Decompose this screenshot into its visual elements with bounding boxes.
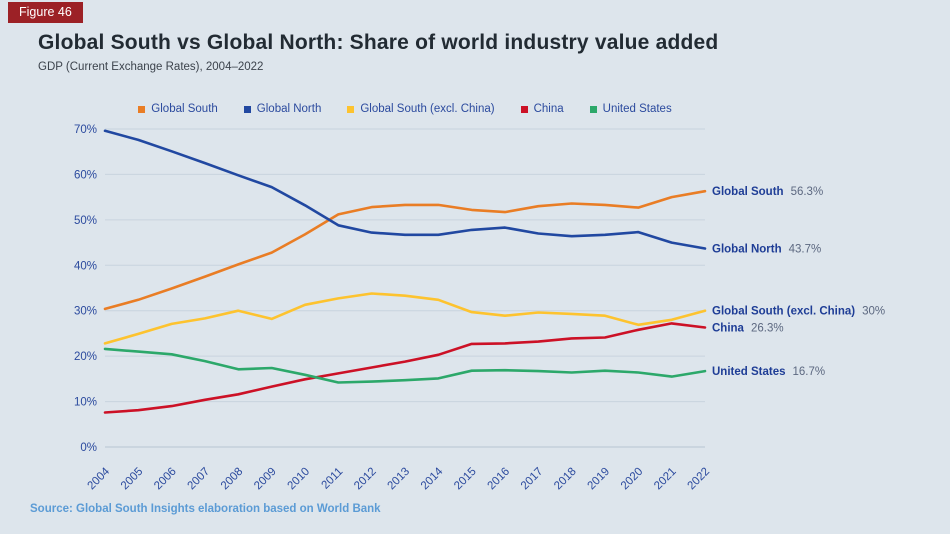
y-axis-tick-label: 60%	[74, 169, 97, 181]
chart-legend: Global South Global North Global South (…	[105, 103, 705, 115]
x-axis-tick-label: 2005	[119, 466, 146, 493]
x-axis-tick-label: 2017	[519, 466, 546, 493]
series-line-global-north	[103, 129, 707, 250]
x-axis-tick-label: 2013	[386, 466, 413, 493]
china-swatch-icon	[520, 105, 528, 113]
x-axis-tick-label: 2021	[652, 466, 679, 493]
series-end-label: China 26.3%	[712, 323, 784, 335]
page-title: Global South vs Global North: Share of w…	[38, 31, 719, 54]
x-axis-tick-label: 2004	[86, 465, 113, 492]
series-end-label: United States 16.7%	[712, 366, 825, 378]
legend-item-united-states: United States	[589, 103, 672, 115]
global-south-swatch-icon	[138, 105, 146, 113]
y-axis-tick-label: 30%	[74, 306, 97, 318]
x-axis-tick-label: 2020	[619, 466, 646, 493]
legend-label: Global North	[256, 103, 322, 115]
x-axis-tick-label: 2015	[452, 466, 479, 493]
y-axis-tick-label: 70%	[74, 124, 97, 136]
series-end-label: Global North 43.7%	[712, 243, 821, 255]
y-axis-tick-label: 10%	[74, 397, 97, 409]
series-line-global-south-excl-china-	[103, 292, 707, 345]
x-axis-tick-label: 2019	[586, 466, 613, 493]
figure-number-badge: Figure 46	[8, 2, 83, 23]
x-axis-tick-label: 2016	[486, 466, 513, 493]
x-axis-tick-label: 2022	[686, 466, 713, 493]
legend-label: United States	[602, 103, 672, 115]
legend-item-global-north: Global North	[243, 103, 322, 115]
series-end-label: Global South (excl. China) 30%	[712, 306, 885, 318]
y-axis-tick-label: 0%	[80, 442, 97, 454]
x-axis-tick-label: 2014	[419, 465, 446, 492]
y-axis-tick-label: 50%	[74, 215, 97, 227]
x-axis-tick-label: 2018	[552, 466, 579, 493]
page-subtitle: GDP (Current Exchange Rates), 2004–2022	[38, 61, 264, 73]
y-axis-tick-label: 20%	[74, 351, 97, 363]
x-axis-tick-label: 2012	[352, 466, 379, 493]
series-end-label: Global South 56.3%	[712, 186, 823, 198]
legend-label: Global South	[151, 103, 218, 115]
x-axis-tick-label: 2009	[252, 466, 279, 493]
x-axis-tick-label: 2010	[286, 466, 313, 493]
united-states-swatch-icon	[589, 105, 597, 113]
x-axis-tick-label: 2007	[186, 466, 213, 493]
x-axis-tick-label: 2008	[219, 466, 246, 493]
legend-label: China	[533, 103, 564, 115]
series-line-united-states	[103, 347, 707, 384]
x-axis-tick-label: 2006	[152, 466, 179, 493]
y-axis-tick-label: 40%	[74, 260, 97, 272]
legend-label: Global South (excl. China)	[360, 103, 495, 115]
global-south-excl-china-swatch-icon	[347, 105, 355, 113]
source-note: Source: Global South Insights elaboratio…	[30, 503, 381, 515]
series-line-china	[103, 322, 707, 414]
legend-item-global-south: Global South	[138, 103, 218, 115]
legend-item-global-south-excl-china: Global South (excl. China)	[347, 103, 495, 115]
global-north-swatch-icon	[243, 105, 251, 113]
series-line-global-south	[103, 189, 707, 311]
legend-item-china: China	[520, 103, 564, 115]
x-axis-tick-label: 2011	[319, 466, 345, 492]
